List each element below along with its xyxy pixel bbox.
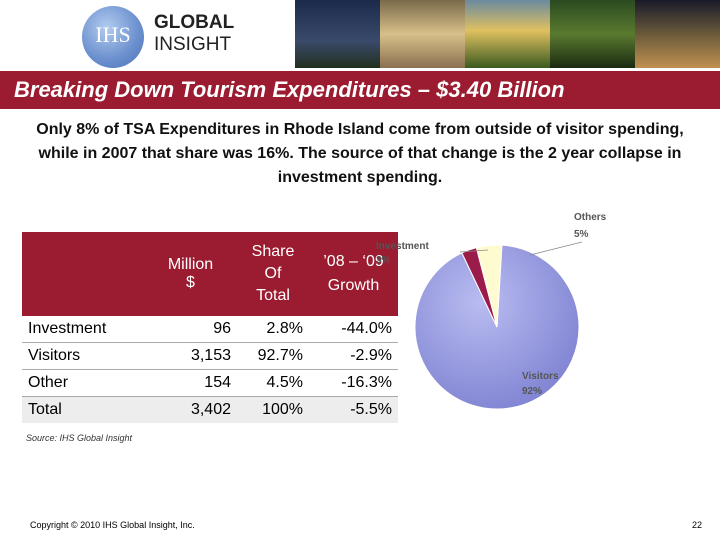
garden-photo xyxy=(465,0,550,68)
table-row: Visitors 3,153 92.7% -2.9% xyxy=(22,342,398,370)
table-cell: 96 xyxy=(144,316,237,343)
pie-label-investment-name: Investment xyxy=(376,241,429,252)
logo-line-2: INSIGHT xyxy=(154,34,232,55)
table-header-cell xyxy=(22,232,144,316)
leader-line-investment xyxy=(459,249,489,253)
logo-wordmark: GLOBAL INSIGHT xyxy=(154,12,234,56)
title-bar: Breaking Down Tourism Expenditures – $3.… xyxy=(0,69,720,109)
table-cell: Other xyxy=(22,369,144,397)
table-cell: 154 xyxy=(144,369,237,397)
copyright-text: Copyright © 2010 IHS Global Insight, Inc… xyxy=(30,520,195,530)
table-cell: -2.9% xyxy=(309,342,398,370)
header: IHS GLOBAL INSIGHT xyxy=(0,0,720,68)
table-row: Investment 96 2.8% -44.0% xyxy=(22,316,398,343)
table-cell: Visitors xyxy=(22,342,144,370)
table-header-cell: ’08 – ‘09 Growth xyxy=(309,232,398,316)
table-cell: 3,402 xyxy=(144,396,237,423)
leader-line-others xyxy=(529,241,583,256)
lighthouse-photo xyxy=(295,0,380,68)
table-cell: 100% xyxy=(237,396,309,423)
slide-subtitle: Only 8% of TSA Expenditures in Rhode Isl… xyxy=(36,121,684,186)
table-cell: -44.0% xyxy=(309,316,398,343)
table-cell: 4.5% xyxy=(237,369,309,397)
table-header-row: Million $ Share Of Total ’08 – ‘09 Growth xyxy=(22,232,398,316)
pie-label-investment-value: 3% xyxy=(376,255,391,266)
table-cell: -5.5% xyxy=(309,396,398,423)
header-photo-strip xyxy=(295,0,720,68)
table-cell: 92.7% xyxy=(237,342,309,370)
pie-label-others-name: Others xyxy=(574,212,607,223)
table-cell: Investment xyxy=(22,316,144,343)
table-cell: 2.8% xyxy=(237,316,309,343)
logo-circle-text: IHS xyxy=(95,22,131,47)
pie-label-others-value: 5% xyxy=(574,229,589,240)
ihs-logo-icon: IHS xyxy=(82,6,144,68)
table-cell: -16.3% xyxy=(309,369,398,397)
pie-chart: Visitors 92% Others 5% Investment 3% xyxy=(376,212,607,410)
forest-photo xyxy=(550,0,635,68)
table-header-cell: Share Of Total xyxy=(237,232,309,316)
pie-slice-others xyxy=(475,244,503,328)
logo-line-1: GLOBAL xyxy=(154,12,235,33)
slide-title: Breaking Down Tourism Expenditures – $3.… xyxy=(14,77,565,102)
pie-label-visitors-name: Visitors xyxy=(522,371,559,382)
source-note: Source: IHS Global Insight xyxy=(26,433,133,443)
expenditure-table: Million $ Share Of Total ’08 – ‘09 Growth In… xyxy=(22,232,398,423)
page-number: 22 xyxy=(692,520,703,530)
table-row: Other 154 4.5% -16.3% xyxy=(22,369,398,397)
pie-label-visitors-value: 92% xyxy=(522,386,542,397)
city-night-photo xyxy=(635,0,720,68)
ballroom-photo xyxy=(380,0,465,68)
table-row-total: Total 3,402 100% -5.5% xyxy=(22,396,398,423)
table-cell: Total xyxy=(22,396,144,423)
table-header-cell: Million $ xyxy=(144,232,237,316)
table-cell: 3,153 xyxy=(144,342,237,370)
